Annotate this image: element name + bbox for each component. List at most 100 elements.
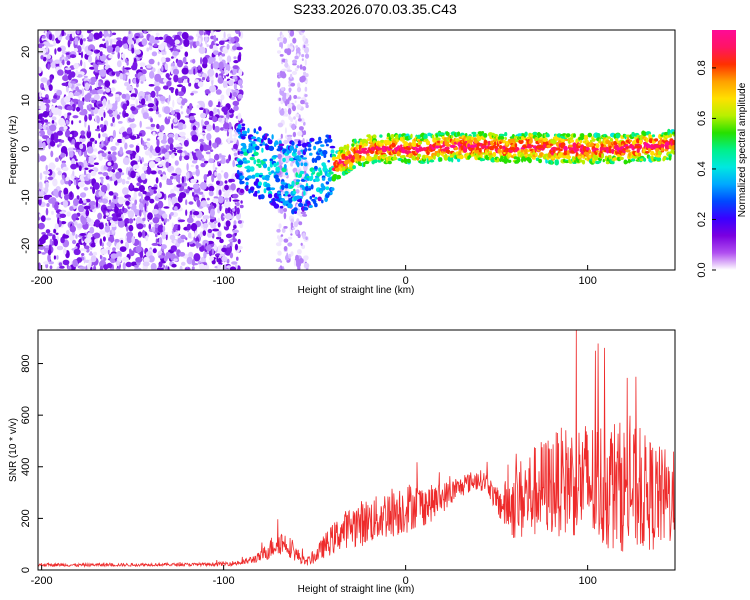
spectrogram-cell <box>191 160 198 164</box>
spectrogram-cell <box>280 260 283 263</box>
spectrogram-cell <box>550 156 556 160</box>
figure-title: S233.2026.070.03.35.C43 <box>293 1 457 17</box>
spectrogram-cell <box>126 85 133 91</box>
spectrogram-cell <box>126 235 133 244</box>
spectrogram-cell <box>224 184 229 191</box>
spectrogram-cell <box>254 145 260 150</box>
spectrogram-cell <box>213 35 217 43</box>
spectrogram-cell <box>89 200 96 206</box>
spectrogram-cell <box>169 234 176 240</box>
spectrogram-y-tick-label: 10 <box>20 94 32 106</box>
spectrogram-cell <box>285 193 289 197</box>
spectrogram-cell <box>45 207 49 216</box>
spectrogram-cell <box>71 120 74 125</box>
spectrogram-frame <box>37 29 676 271</box>
spectrogram-cell <box>225 233 233 239</box>
spectrogram-cell <box>108 54 113 59</box>
spectrogram-cell <box>53 95 58 99</box>
spectrogram-cell <box>223 108 228 115</box>
spectrogram-cell <box>304 102 309 105</box>
spectrogram-cell <box>66 60 71 66</box>
spectrogram-cell <box>186 163 189 171</box>
spectrogram-cell <box>74 48 78 52</box>
spectrogram-cell <box>112 129 116 139</box>
spectrogram-cell <box>297 131 303 137</box>
spectrogram-cell <box>145 94 149 102</box>
spectrogram-cell <box>142 190 147 195</box>
spectrogram-cell <box>40 215 46 223</box>
spectrogram-cell <box>206 231 213 238</box>
spectrogram-cell <box>185 209 188 216</box>
spectrogram-cell <box>162 156 165 161</box>
spectrogram-cell <box>444 146 450 150</box>
spectrogram-cell <box>127 117 135 123</box>
spectrogram-cell <box>177 224 181 231</box>
spectrogram-cell <box>119 72 123 80</box>
spectrogram-cell <box>233 60 239 64</box>
spectrogram-cell <box>287 97 290 105</box>
spectrogram-cell <box>206 76 210 81</box>
spectrogram-cell <box>291 71 298 75</box>
spectrogram-cell <box>136 182 141 187</box>
spectrogram-cell <box>96 86 103 90</box>
spectrogram-cell <box>448 158 452 162</box>
spectrogram-cell <box>284 58 288 64</box>
spectrogram-cell <box>41 232 46 235</box>
spectrogram-cell <box>200 112 207 119</box>
spectrogram-cell <box>68 266 72 270</box>
spectrogram-cell <box>380 139 385 143</box>
spectrogram-cell <box>156 88 159 96</box>
spectrogram-cell <box>206 124 213 132</box>
spectrogram-cell <box>210 30 214 36</box>
spectrogram-cell <box>137 105 144 108</box>
spectrogram-cell <box>180 234 187 240</box>
spectrogram-cell <box>38 141 43 148</box>
spectrogram-cell <box>239 188 245 194</box>
spectrogram-cell <box>295 113 300 118</box>
spectrogram-cell <box>170 110 176 115</box>
spectrogram-cell <box>304 94 308 97</box>
spectrogram-cell <box>143 107 147 111</box>
spectrogram-cell <box>279 109 285 116</box>
spectrogram-cell <box>265 177 270 181</box>
spectrogram-cell <box>148 223 152 230</box>
spectrogram-cell <box>273 203 280 209</box>
spectrogram-cell <box>140 66 143 70</box>
spectrogram-cell <box>229 132 233 139</box>
spectrogram-cell <box>114 94 120 98</box>
spectrogram-cell <box>151 186 158 190</box>
spectrogram-cell <box>86 146 94 154</box>
spectrogram-cell <box>98 133 101 139</box>
spectrogram-cell <box>79 143 84 150</box>
spectrogram-cell <box>230 37 235 43</box>
spectrogram-cell <box>128 224 134 232</box>
spectrogram-cell <box>456 157 461 163</box>
spectrogram-cell <box>73 62 79 70</box>
spectrogram-cell <box>317 196 322 202</box>
snr-y-axis-label: SNR (10 * v/v) <box>8 418 19 482</box>
spectrogram-cell <box>458 154 464 160</box>
spectrogram-cell <box>191 171 197 175</box>
spectrogram-cell <box>246 169 251 173</box>
spectrogram-cell <box>102 38 106 42</box>
colorbar-bar <box>712 30 736 270</box>
spectrogram-cell <box>135 257 143 263</box>
spectrogram-cell <box>142 261 150 267</box>
colorbar-tick-label: 0.0 <box>696 262 708 277</box>
spectrogram-cell <box>112 122 116 128</box>
spectrogram-cell <box>67 114 70 120</box>
spectrogram-cell <box>85 198 91 203</box>
spectrogram-cell <box>234 30 240 35</box>
spectrogram-cell <box>178 251 186 257</box>
spectrogram-cell <box>89 186 93 190</box>
spectrogram-cell <box>305 43 310 46</box>
spectrogram-cell <box>287 30 291 34</box>
spectrogram-cell <box>154 97 157 105</box>
spectrogram-cell <box>266 187 272 191</box>
spectrogram-cell <box>122 103 128 111</box>
spectrogram-cell <box>118 112 122 115</box>
spectrogram-cell <box>330 149 335 154</box>
spectrogram-cell <box>151 242 159 246</box>
spectrogram-cell <box>203 251 207 259</box>
spectrogram-cell <box>363 143 368 147</box>
